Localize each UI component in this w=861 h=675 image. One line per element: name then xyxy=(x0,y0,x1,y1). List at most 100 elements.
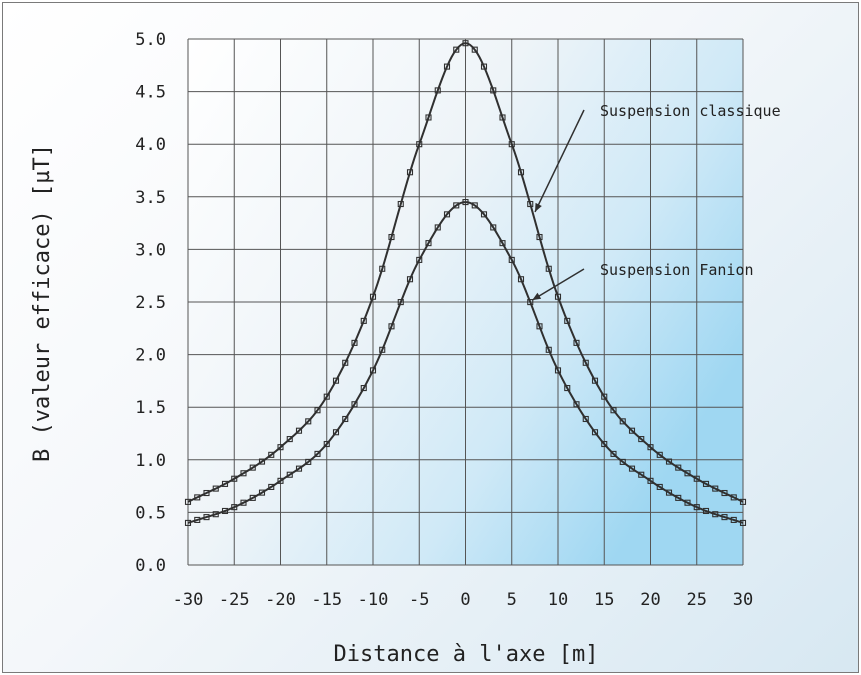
curve-marker xyxy=(554,367,562,374)
curve-marker xyxy=(554,293,562,300)
curve-marker xyxy=(712,511,719,518)
curve-marker xyxy=(397,200,404,208)
curve-marker xyxy=(323,440,330,448)
curve-marker xyxy=(286,436,293,443)
curve-marker xyxy=(490,224,497,231)
curve-marker xyxy=(379,265,386,272)
series-label: Suspension classique xyxy=(600,102,781,120)
curve-marker xyxy=(739,498,747,505)
curve-marker xyxy=(545,346,552,353)
curve-marker xyxy=(369,293,377,300)
curve-marker xyxy=(527,200,534,208)
curve-marker xyxy=(231,504,238,511)
y-tick-label: 4.5 xyxy=(135,83,166,103)
curve-marker xyxy=(258,458,266,465)
x-tick-label: -15 xyxy=(311,590,342,610)
curve-marker xyxy=(388,233,395,241)
curve-marker xyxy=(517,276,525,283)
y-tick-label: 3.0 xyxy=(135,240,166,260)
curve-marker xyxy=(379,346,386,353)
curve-marker xyxy=(194,494,201,501)
curve-marker xyxy=(314,450,321,457)
x-tick-label: 30 xyxy=(733,590,753,610)
curve-marker xyxy=(684,470,691,477)
series-annotations: Suspension classique Suspension Fanion xyxy=(531,102,781,301)
x-tick-label: 15 xyxy=(594,590,614,610)
curve-marker xyxy=(286,471,293,478)
curve-marker xyxy=(305,458,312,465)
curve-marker xyxy=(221,507,229,515)
x-tick-label: -25 xyxy=(219,590,250,610)
curve-marker xyxy=(462,40,469,47)
curve-marker xyxy=(360,317,367,324)
curve-marker xyxy=(619,458,626,465)
x-tick-label: -10 xyxy=(358,590,389,610)
curve-marker xyxy=(675,464,682,471)
curve-marker xyxy=(619,418,626,425)
curve-marker xyxy=(527,299,534,306)
y-tick-label: 2.0 xyxy=(135,346,166,366)
curve-marker xyxy=(240,470,247,477)
curve-marker xyxy=(406,276,414,283)
curve-marker xyxy=(221,480,229,487)
curve-marker xyxy=(323,393,330,400)
curve-marker xyxy=(591,377,599,384)
annotation-arrowhead xyxy=(535,202,542,212)
x-tick-label: -5 xyxy=(409,590,429,610)
annotation-leader xyxy=(534,109,585,213)
curve-marker xyxy=(638,471,645,478)
curve-marker xyxy=(675,494,682,501)
curve-marker xyxy=(434,87,441,94)
x-tick-label: 10 xyxy=(548,590,568,610)
curve-marker xyxy=(582,415,589,423)
y-tick-label: 2.5 xyxy=(135,293,166,313)
curve-marker xyxy=(453,46,460,53)
x-tick-label: 25 xyxy=(687,590,707,610)
curve-marker xyxy=(203,489,210,497)
curve-marker xyxy=(721,514,728,521)
curve-marker xyxy=(665,458,673,465)
curve-marker xyxy=(712,485,719,492)
curve-marker xyxy=(277,477,284,484)
curve-marker xyxy=(564,385,571,392)
curve-marker xyxy=(397,299,404,306)
x-tick-label: 5 xyxy=(507,590,517,610)
y-tick-label: 0.5 xyxy=(135,503,166,523)
curve-marker xyxy=(684,499,691,506)
curve-marker xyxy=(425,240,432,247)
curve-marker xyxy=(203,514,210,521)
y-tick-label: 1.5 xyxy=(135,398,166,418)
curve-marker xyxy=(388,323,395,330)
curve-marker xyxy=(564,317,571,324)
x-axis-title: Distance à l'axe [m] xyxy=(334,642,599,667)
curve-marker xyxy=(490,87,497,94)
curve-marker xyxy=(258,489,266,496)
curve-marker xyxy=(582,359,589,366)
series-label: Suspension Fanion xyxy=(600,261,754,279)
curve-marker xyxy=(443,63,451,70)
x-tick-labels: -30 -25 -20 -15 -10 -5 0 5 10 15 20 25 30 xyxy=(173,590,754,610)
curve-marker xyxy=(508,141,515,148)
curve-marker xyxy=(665,489,673,496)
curve-marker xyxy=(573,339,580,346)
curve-marker xyxy=(545,265,552,272)
curve-marker xyxy=(591,429,599,436)
series-line xyxy=(187,42,744,503)
series-line xyxy=(187,201,744,524)
curve-marker xyxy=(351,339,358,346)
y-tick-labels: 0.0 0.5 1.0 1.5 2.0 2.5 3.0 3.5 4.0 4.5 5.0 xyxy=(135,30,166,576)
curve-marker xyxy=(443,211,451,218)
curve-marker xyxy=(638,436,645,443)
curve-marker xyxy=(471,46,478,53)
curve-marker xyxy=(240,499,247,506)
y-tick-label: 1.0 xyxy=(135,451,166,471)
curve-marker xyxy=(721,489,728,497)
y-tick-label: 0.0 xyxy=(135,556,166,576)
curve-marker xyxy=(647,477,654,484)
curve-marker xyxy=(628,465,636,472)
annotation-arrowhead xyxy=(532,292,542,301)
curve-marker xyxy=(416,256,423,263)
curve-marker xyxy=(601,393,608,400)
curve-marker xyxy=(499,114,506,121)
